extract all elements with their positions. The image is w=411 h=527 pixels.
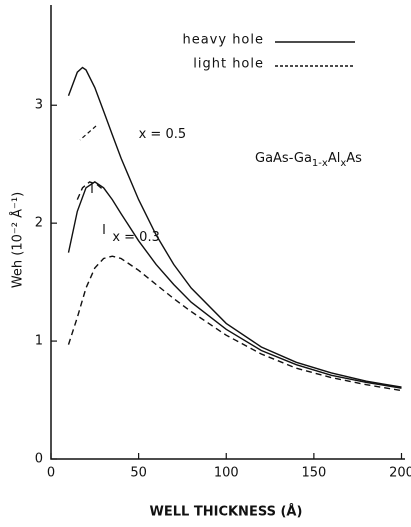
material-label: GaAs-Ga1-xAlxAs	[255, 151, 362, 170]
x-tick-label: 50	[130, 466, 147, 481]
y-tick-label: 1	[35, 334, 43, 349]
y-axis-label: Weh (10⁻² Å⁻¹)	[10, 192, 26, 288]
legend-label: light hole	[193, 57, 264, 72]
series-line	[76, 181, 105, 200]
series-line	[67, 66, 402, 388]
x-tick-label: 0	[47, 466, 55, 481]
x-axis-label: WELL THICKNESS (Å)	[150, 504, 303, 520]
series-line	[67, 181, 402, 389]
material-part: GaAs-Ga	[255, 151, 312, 166]
y-tick-label: 0	[35, 452, 43, 467]
y-tick-label: 2	[35, 216, 43, 231]
material-part: x	[340, 158, 346, 169]
pointer	[79, 125, 97, 141]
legend-label: heavy hole	[182, 33, 264, 48]
material-part: Al	[328, 151, 341, 166]
series-line	[67, 255, 402, 392]
material-part: 1-x	[312, 158, 328, 169]
material-part: As	[346, 151, 362, 166]
annotation: x = 0.5	[139, 127, 187, 142]
x-tick-label: 100	[214, 466, 239, 481]
x-tick-label: 150	[301, 466, 326, 481]
x-tick-label: 200	[389, 466, 411, 481]
annotation: x = 0.3	[112, 230, 160, 245]
y-tick-label: 3	[35, 98, 43, 113]
